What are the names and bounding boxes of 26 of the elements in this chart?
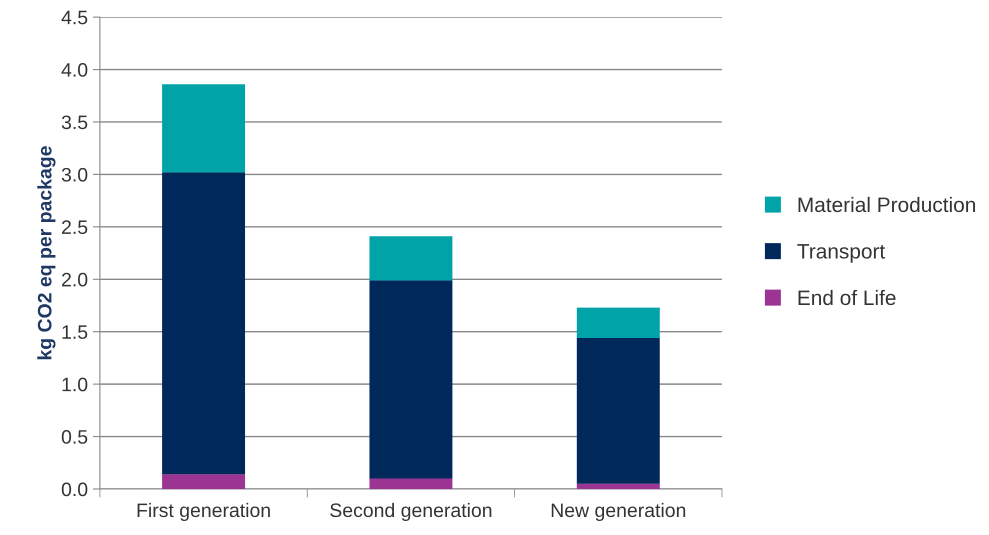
legend-label: Material Production xyxy=(798,196,975,212)
y-tick-label: 3.0 xyxy=(62,168,88,182)
y-tick-label: 3.5 xyxy=(62,115,88,130)
y-tick-label: 2.0 xyxy=(62,272,88,287)
bar xyxy=(162,474,246,489)
y-tick-label: 4.5 xyxy=(62,10,88,24)
y-tick-label: 0.5 xyxy=(62,430,88,444)
bar xyxy=(162,172,246,474)
bar xyxy=(162,84,246,172)
legend-label: Transport xyxy=(797,244,886,263)
bar xyxy=(576,338,660,484)
y-tick-label: 1.0 xyxy=(62,378,88,392)
bar xyxy=(369,280,452,479)
y-tick-label: 1.5 xyxy=(62,325,88,339)
x-tick-label: First generation xyxy=(138,502,270,522)
y-tick-label: 4.0 xyxy=(62,63,88,77)
x-tick-label: Second generation xyxy=(330,502,492,522)
bar xyxy=(369,236,452,280)
legend-label: End of Life xyxy=(798,290,896,306)
bar xyxy=(576,484,660,489)
x-tick-label: New generation xyxy=(552,502,686,522)
bar xyxy=(369,478,452,489)
y-tick-label: 0.0 xyxy=(62,482,88,496)
y-axis-title: kg CO2 eq per package xyxy=(37,146,56,360)
y-tick-label: 2.5 xyxy=(62,220,88,234)
bar xyxy=(576,308,660,338)
